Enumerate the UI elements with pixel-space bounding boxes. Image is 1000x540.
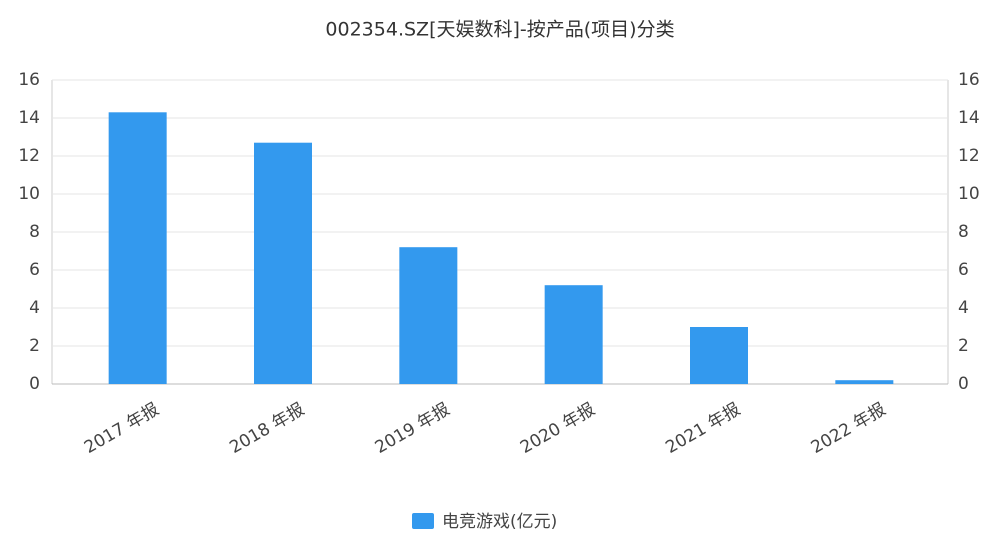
y2-tick-label: 2 bbox=[958, 336, 969, 356]
y2-tick-label: 6 bbox=[958, 260, 969, 280]
x-tick-label: 2021 年报 bbox=[662, 399, 744, 458]
y2-tick-label: 12 bbox=[958, 146, 980, 166]
bar bbox=[690, 327, 748, 384]
y-tick-label: 10 bbox=[18, 184, 40, 204]
x-tick-label: 2020 年报 bbox=[517, 399, 599, 458]
y2-tick-label: 14 bbox=[958, 108, 980, 128]
y-tick-label: 0 bbox=[29, 374, 40, 394]
legend-swatch bbox=[412, 513, 434, 529]
x-tick-label: 2019 年报 bbox=[372, 399, 454, 458]
bar bbox=[835, 380, 894, 384]
y-tick-label: 16 bbox=[18, 70, 40, 90]
legend-label: 电竞游戏(亿元) bbox=[442, 512, 557, 532]
y-tick-label: 8 bbox=[29, 222, 40, 242]
x-tick-label: 2022 年报 bbox=[808, 399, 890, 458]
bar bbox=[254, 142, 312, 384]
chart-title: 002354.SZ[天娱数科]-按产品(项目)分类 bbox=[325, 19, 674, 41]
y-tick-label: 2 bbox=[29, 336, 40, 356]
bar bbox=[399, 247, 458, 384]
x-tick-label: 2018 年报 bbox=[226, 399, 308, 458]
y2-tick-label: 10 bbox=[958, 184, 980, 204]
x-tick-label: 2017 年报 bbox=[81, 399, 163, 458]
y-tick-label: 14 bbox=[18, 108, 40, 128]
y2-tick-label: 4 bbox=[958, 298, 969, 318]
y2-tick-label: 0 bbox=[958, 374, 969, 394]
bar bbox=[108, 112, 167, 385]
y2-tick-label: 16 bbox=[958, 70, 980, 90]
y-tick-label: 6 bbox=[29, 260, 40, 280]
bar bbox=[544, 285, 603, 384]
y-tick-label: 12 bbox=[18, 146, 40, 166]
y-tick-label: 4 bbox=[29, 298, 40, 318]
y2-tick-label: 8 bbox=[958, 222, 969, 242]
